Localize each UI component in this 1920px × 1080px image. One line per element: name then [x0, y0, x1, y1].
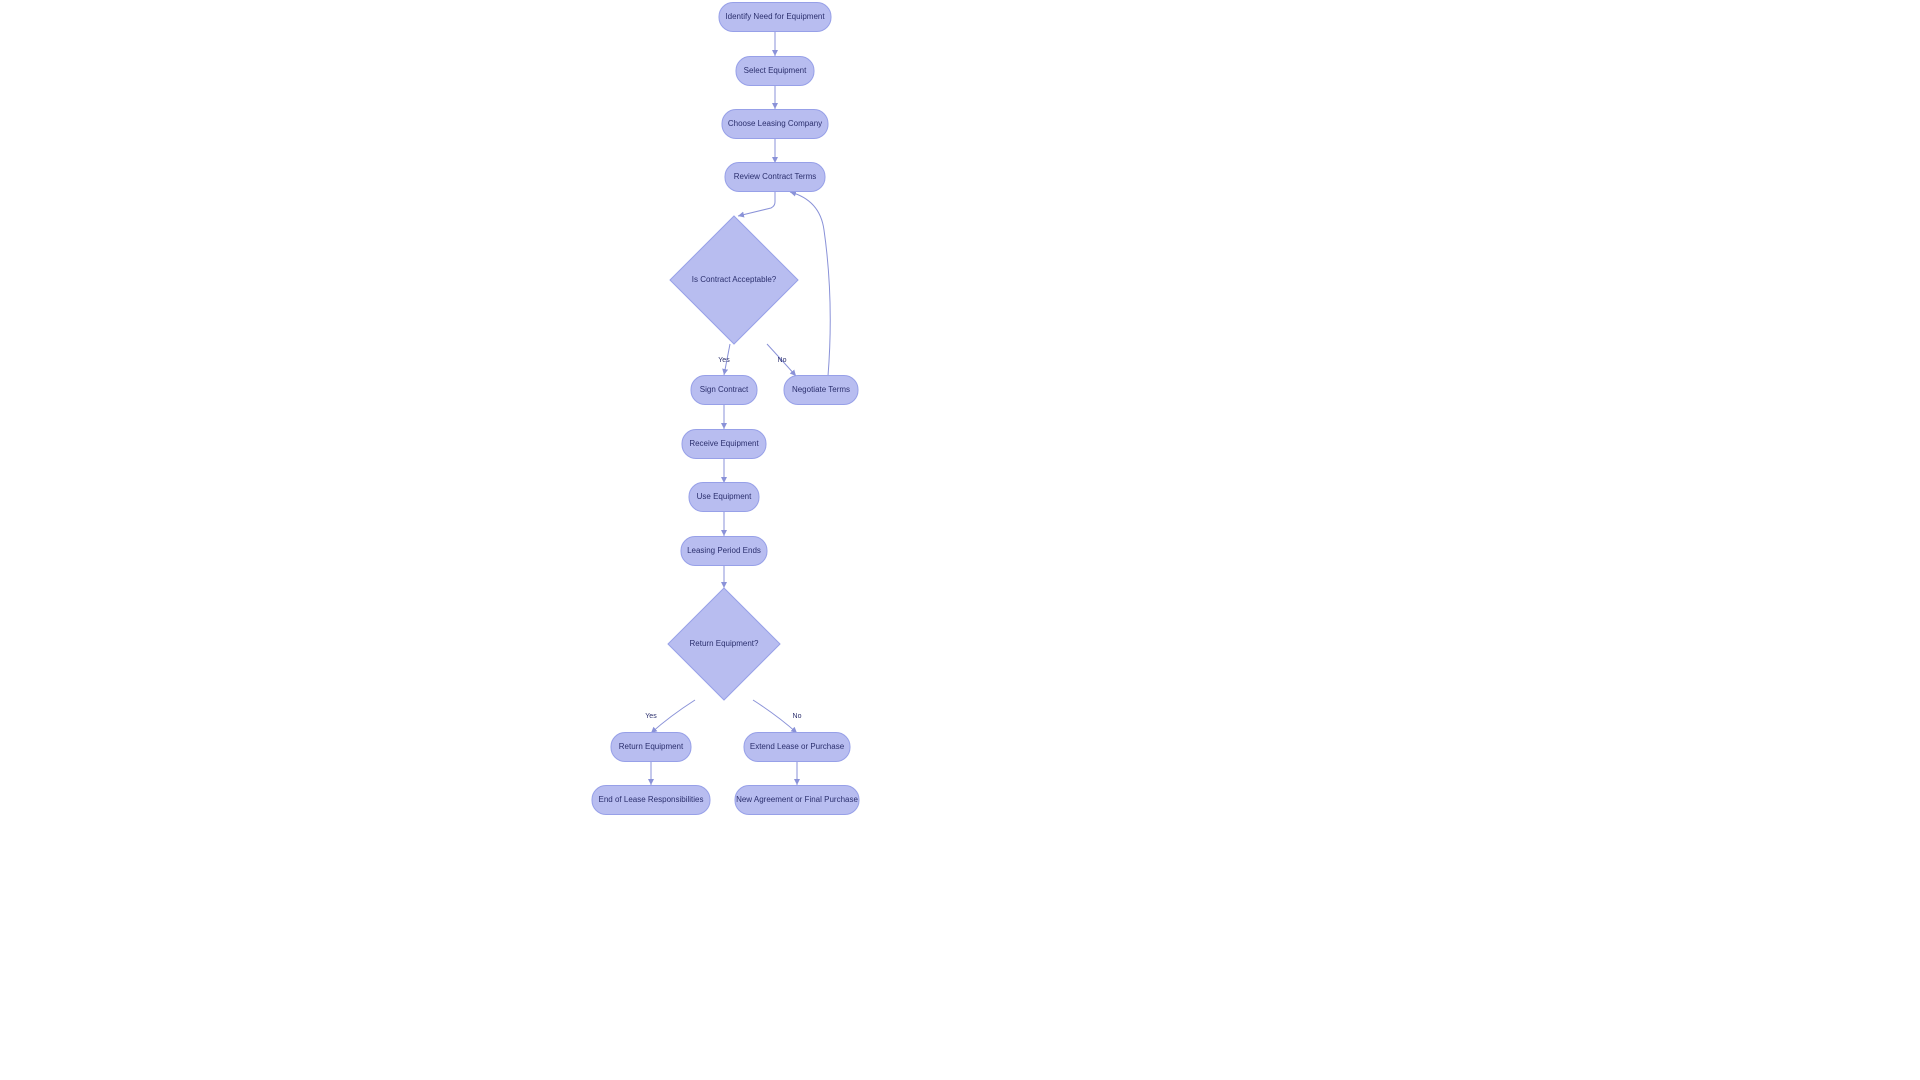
node-label-n5: Sign Contract [700, 385, 749, 394]
node-n2: Select Equipment [736, 57, 814, 86]
node-label-d2: Return Equipment? [690, 639, 759, 648]
edge-label-d2-n10: Yes [645, 713, 657, 720]
node-n12: End of Lease Responsibilities [592, 786, 710, 815]
edge-label-d1-n6: No [778, 357, 787, 364]
node-n8: Use Equipment [689, 483, 759, 512]
node-label-n13: New Agreement or Final Purchase [736, 795, 858, 804]
node-n4: Review Contract Terms [725, 163, 825, 192]
node-d1: Is Contract Acceptable? [670, 216, 798, 344]
node-label-n10: Return Equipment [619, 742, 684, 751]
node-label-n8: Use Equipment [697, 492, 752, 501]
node-n9: Leasing Period Ends [681, 537, 767, 566]
node-label-d1: Is Contract Acceptable? [692, 275, 777, 284]
node-label-n9: Leasing Period Ends [687, 546, 761, 555]
node-label-n12: End of Lease Responsibilities [599, 795, 704, 804]
edge-label-d1-n5: Yes [718, 357, 730, 364]
node-label-n4: Review Contract Terms [734, 172, 817, 181]
node-label-n6: Negotiate Terms [792, 385, 850, 394]
edge-d2-n11 [753, 700, 797, 733]
node-n6: Negotiate Terms [784, 376, 858, 405]
edge-d2-n10 [651, 700, 695, 733]
edge-label-d2-n11: No [793, 713, 802, 720]
node-n3: Choose Leasing Company [722, 110, 828, 139]
node-label-n7: Receive Equipment [689, 439, 759, 448]
node-label-n3: Choose Leasing Company [728, 119, 822, 128]
node-d2: Return Equipment? [668, 588, 780, 700]
node-n11: Extend Lease or Purchase [744, 733, 850, 762]
node-label-n11: Extend Lease or Purchase [750, 742, 845, 751]
node-n10: Return Equipment [611, 733, 691, 762]
node-n13: New Agreement or Final Purchase [735, 786, 859, 815]
node-label-n1: Identify Need for Equipment [725, 12, 825, 21]
edge-n6-n4 [790, 192, 830, 376]
node-n5: Sign Contract [691, 376, 757, 405]
node-label-n2: Select Equipment [744, 66, 807, 75]
node-n7: Receive Equipment [682, 430, 766, 459]
node-n1: Identify Need for Equipment [719, 3, 831, 32]
edge-n4-d1 [738, 192, 775, 216]
